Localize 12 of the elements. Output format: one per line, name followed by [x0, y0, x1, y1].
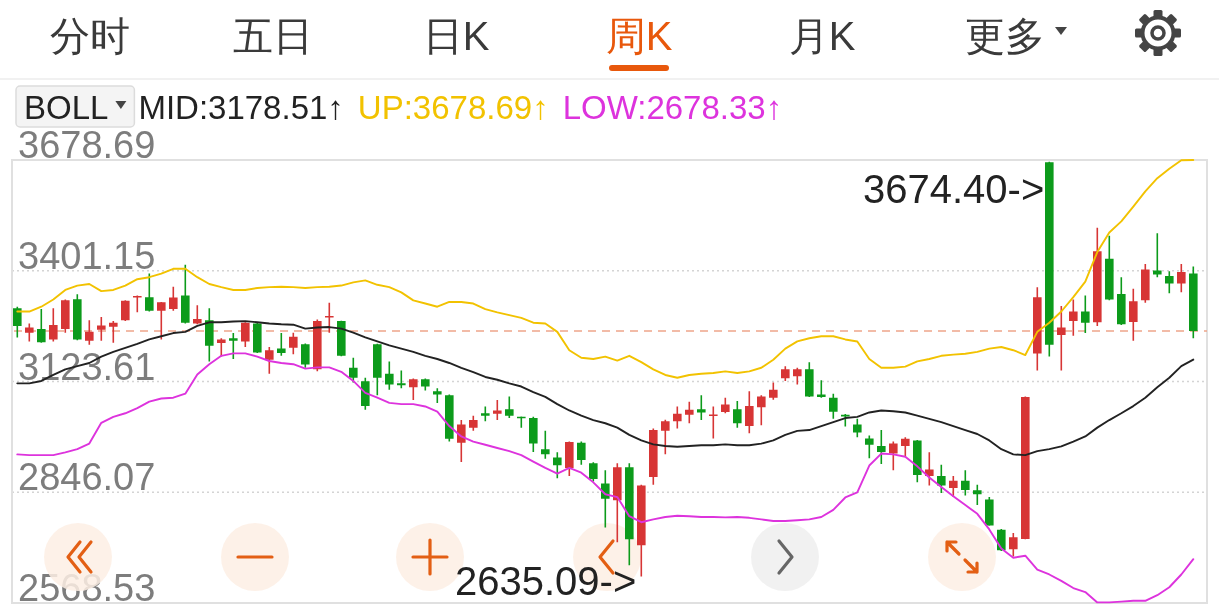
y-tick-label: 2846.07 — [18, 456, 156, 499]
text: 五日 — [233, 14, 313, 58]
text: 日K — [422, 14, 490, 58]
annotation: 2635.09-> — [455, 559, 637, 604]
legend-title: BOLL — [24, 89, 109, 126]
text: 分时 — [50, 14, 130, 58]
annotation: 3674.40-> — [863, 167, 1045, 211]
y-tick-label: 2568.53 — [18, 567, 156, 609]
text: 月K — [788, 14, 856, 58]
y-tick-label: 3401.15 — [18, 234, 156, 277]
text: 更多 — [965, 14, 1045, 58]
text: 周K — [605, 14, 673, 58]
